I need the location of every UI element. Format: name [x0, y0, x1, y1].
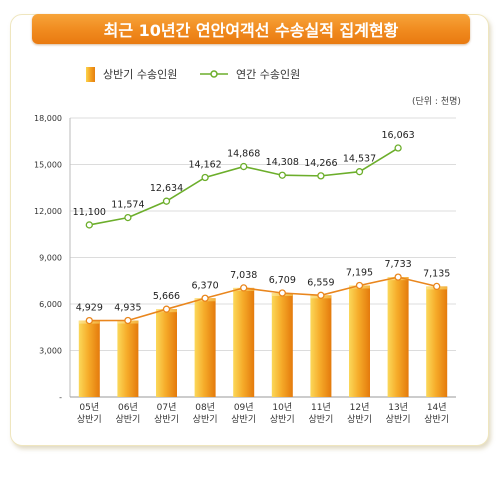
x-tick-label: 14년 상반기 — [424, 402, 449, 425]
bar-value-label: 7,038 — [230, 270, 257, 281]
x-tick-label-line: 상반기 — [77, 414, 102, 425]
x-tick-label-line: 10년 — [272, 402, 292, 413]
first-half-point — [355, 281, 364, 290]
x-tick-label: 05년 상반기 — [77, 402, 102, 425]
x-tick-label: 12년 상반기 — [347, 402, 372, 425]
first-half-point — [278, 289, 286, 297]
chart-title: 최근 10년간 연안여객선 수송실적 집계현황 — [32, 14, 470, 44]
bar-value-label: 6,559 — [307, 277, 334, 288]
legend-label-first-half: 상반기 수송인원 — [103, 68, 178, 81]
annual-value-label: 11,100 — [73, 207, 106, 218]
x-tick-label: 11년 상반기 — [308, 402, 333, 425]
x-tick-label-line: 09년 — [234, 402, 254, 413]
first-half-point — [394, 273, 402, 281]
x-tick-label: 09년 상반기 — [231, 402, 256, 425]
annual-point — [162, 197, 171, 205]
annual-value-label: 11,574 — [111, 200, 144, 211]
x-tick-label-line: 06년 — [118, 402, 138, 413]
bar — [271, 293, 293, 397]
annual-point — [355, 168, 364, 176]
annual-value-label: 14,162 — [188, 159, 221, 170]
x-tick-label-line: 05년 — [79, 402, 99, 413]
legend-item-annual: 연간 수송인원 — [200, 66, 300, 82]
bar — [194, 298, 216, 397]
y-tick-label: 15,000 — [34, 161, 62, 170]
x-tick-label-line: 상반기 — [308, 414, 333, 425]
x-tick-label-line: 08년 — [195, 402, 215, 413]
annual-point — [240, 162, 248, 171]
y-tick-label: 3,000 — [39, 347, 62, 356]
bar-value-label: 7,195 — [346, 267, 373, 278]
x-tick-label-line: 07년 — [157, 402, 177, 413]
x-tick-label: 13년 상반기 — [386, 402, 411, 425]
annual-point — [85, 221, 93, 229]
bar-value-label: 5,666 — [153, 291, 180, 302]
x-tick-label-line: 상반기 — [193, 414, 218, 425]
annual-point — [124, 213, 132, 222]
annual-value-label: 12,634 — [150, 183, 183, 194]
bar — [156, 309, 177, 397]
x-tick-label-line: 상반기 — [386, 414, 411, 425]
legend-label-annual: 연간 수송인원 — [236, 68, 301, 81]
annual-point — [394, 144, 402, 152]
bar — [233, 287, 255, 397]
x-tick-label-line: 14년 — [427, 402, 447, 413]
first-half-point — [317, 291, 325, 299]
legend-bar-swatch — [86, 66, 95, 82]
bar-value-label: 4,929 — [76, 303, 103, 314]
x-tick-label: 08년 상반기 — [193, 402, 218, 425]
bar — [117, 320, 139, 397]
y-tick-label: 9,000 — [39, 254, 62, 263]
first-half-point — [162, 305, 171, 313]
bar — [78, 320, 100, 397]
bar-value-label: 6,709 — [269, 275, 296, 286]
x-tick-label-line: 상반기 — [424, 414, 449, 425]
x-tick-label-line: 상반기 — [347, 414, 372, 425]
bar — [349, 285, 370, 397]
first-half-point — [124, 316, 132, 325]
annual-value-label: 14,537 — [343, 154, 376, 165]
x-tick-label-line: 12년 — [350, 402, 370, 413]
legend-line-swatch — [200, 70, 228, 78]
x-tick-label: 10년 상반기 — [270, 402, 295, 425]
annual-value-label: 14,266 — [304, 158, 337, 169]
bar-value-label: 6,370 — [191, 280, 218, 291]
y-tick-label: 12,000 — [34, 207, 62, 216]
x-tick-label-line: 상반기 — [270, 414, 295, 425]
unit-label: (단위 : 천명) — [412, 97, 461, 107]
x-tick-label-line: 13년 — [388, 402, 408, 413]
y-tick-label: - — [59, 393, 62, 402]
bar — [387, 277, 409, 397]
x-tick-label: 07년 상반기 — [154, 402, 179, 425]
x-tick-label-line: 11년 — [311, 402, 331, 413]
y-tick-label: 18,000 — [34, 114, 62, 123]
first-half-line — [89, 276, 437, 322]
bar — [310, 295, 332, 397]
annual-value-label: 14,308 — [266, 157, 299, 168]
annual-point — [317, 172, 325, 180]
x-tick-label-line: 상반기 — [115, 414, 140, 425]
annual-point — [201, 173, 209, 182]
first-half-point — [85, 316, 93, 325]
y-tick-label: 6,000 — [39, 300, 62, 309]
x-tick-label: 06년 상반기 — [115, 402, 140, 425]
first-half-point — [433, 282, 441, 291]
annual-point — [278, 171, 286, 179]
bar-value-label: 4,935 — [114, 303, 141, 314]
bar-value-label: 7,135 — [423, 268, 450, 279]
annual-value-label: 16,063 — [381, 130, 414, 141]
x-tick-label-line: 상반기 — [231, 414, 256, 425]
legend-item-first-half: 상반기 수송인원 — [86, 66, 177, 82]
x-tick-label-line: 상반기 — [154, 414, 179, 425]
bar-value-label: 7,733 — [384, 259, 411, 270]
first-half-point — [240, 284, 248, 292]
bar — [426, 286, 448, 397]
annual-value-label: 14,868 — [227, 149, 260, 160]
first-half-point — [201, 294, 209, 302]
